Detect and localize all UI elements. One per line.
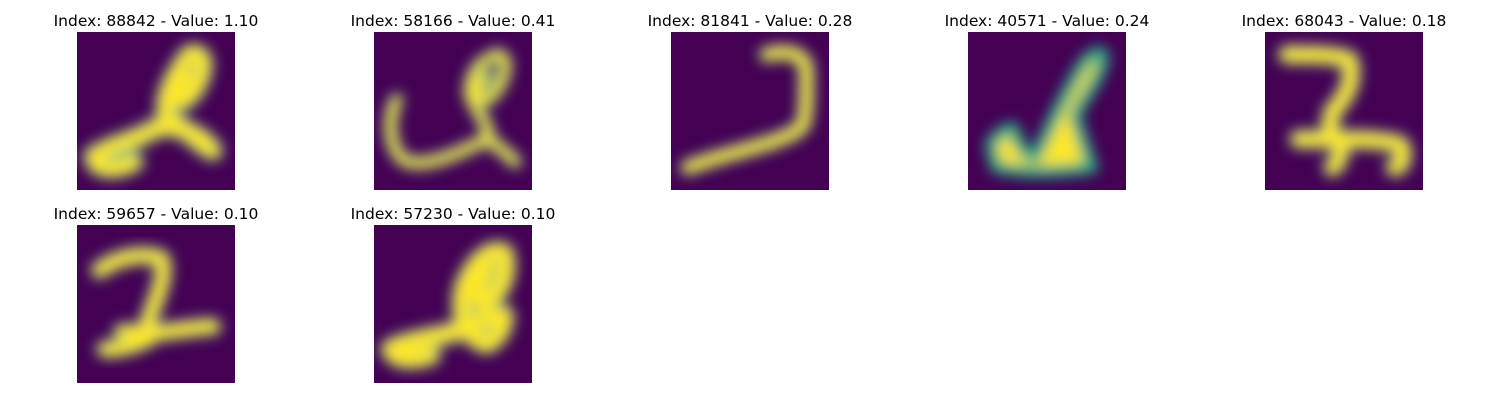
panel-title: Index: 59657 - Value: 0.10 bbox=[53, 205, 259, 223]
digit-image bbox=[671, 32, 829, 190]
panel-title: Index: 58166 - Value: 0.41 bbox=[350, 12, 556, 30]
digit-image bbox=[1265, 32, 1423, 190]
digit-image bbox=[77, 225, 235, 383]
digit-panel-2: Index: 58166 - Value: 0.41 bbox=[323, 12, 583, 192]
digit-panel-1: Index: 88842 - Value: 1.10 bbox=[26, 12, 286, 192]
panel-title: Index: 81841 - Value: 0.28 bbox=[647, 12, 853, 30]
digit-panel-5: Index: 68043 - Value: 0.18 bbox=[1214, 12, 1474, 192]
panel-title: Index: 68043 - Value: 0.18 bbox=[1241, 12, 1447, 30]
digit-image bbox=[374, 225, 532, 383]
digit-panel-4: Index: 40571 - Value: 0.24 bbox=[917, 12, 1177, 192]
digit-panel-6: Index: 59657 - Value: 0.10 bbox=[26, 205, 286, 385]
digit-image bbox=[374, 32, 532, 190]
panel-title: Index: 88842 - Value: 1.10 bbox=[53, 12, 259, 30]
panel-title: Index: 57230 - Value: 0.10 bbox=[350, 205, 556, 223]
digit-panel-3: Index: 81841 - Value: 0.28 bbox=[620, 12, 880, 192]
digit-image bbox=[77, 32, 235, 190]
panel-title: Index: 40571 - Value: 0.24 bbox=[944, 12, 1150, 30]
digit-panel-7: Index: 57230 - Value: 0.10 bbox=[323, 205, 583, 385]
digit-image bbox=[968, 32, 1126, 190]
